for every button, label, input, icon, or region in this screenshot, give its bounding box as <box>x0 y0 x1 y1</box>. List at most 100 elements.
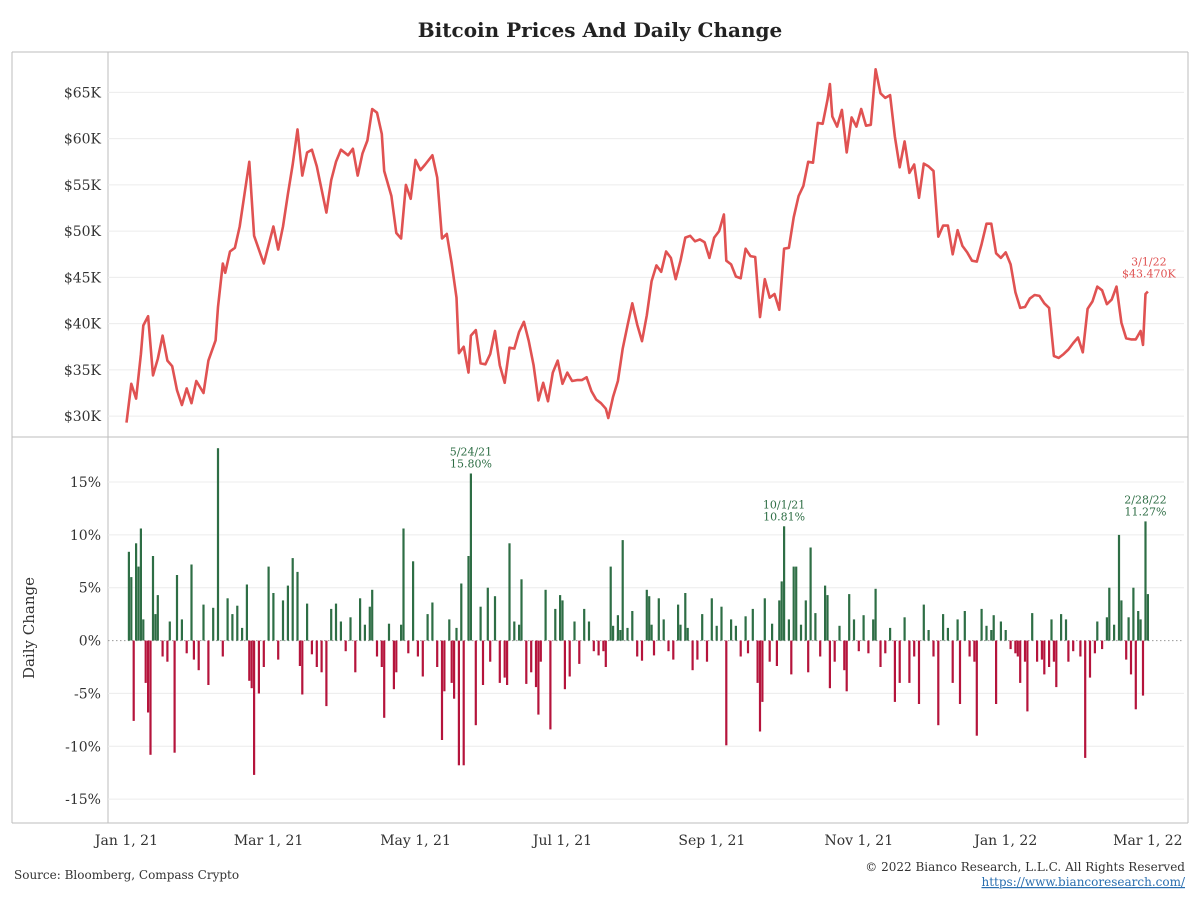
positive-change-bar <box>493 596 497 641</box>
positive-change-bar <box>216 448 220 641</box>
positive-change-bar <box>657 598 660 641</box>
positive-change-bar <box>795 566 798 641</box>
positive-change-bar <box>139 528 142 641</box>
positive-change-bar <box>942 614 945 641</box>
negative-change-bar <box>173 640 176 753</box>
negative-change-bar <box>636 640 639 657</box>
positive-change-bar <box>619 630 622 641</box>
negative-change-bar <box>756 640 759 683</box>
price-y-tick-label: $45K <box>64 270 102 286</box>
price-line <box>125 68 1149 423</box>
positive-change-bar <box>241 627 244 641</box>
change-y-tick-label: -15% <box>65 792 101 808</box>
change-y-tick-label: -10% <box>65 739 101 755</box>
negative-change-bar <box>525 640 528 684</box>
negative-change-bar <box>1014 640 1017 654</box>
positive-change-bar <box>645 589 648 641</box>
positive-change-bar <box>286 585 289 641</box>
price-line-layer <box>125 68 1149 423</box>
positive-change-bar <box>874 588 877 641</box>
positive-change-bar <box>137 566 140 641</box>
positive-change-bar <box>1117 534 1121 641</box>
positive-change-bar <box>175 575 179 641</box>
positive-change-bar <box>554 608 557 641</box>
negative-change-bar <box>392 640 395 690</box>
positive-change-bar <box>650 624 653 641</box>
positive-change-bar <box>359 598 362 641</box>
positive-change-bar <box>992 615 995 641</box>
negative-change-bar <box>166 640 169 662</box>
positive-change-bar <box>684 593 687 641</box>
positive-change-bar <box>573 621 576 641</box>
negative-change-bar <box>192 640 195 660</box>
negative-change-bar <box>1026 640 1029 712</box>
positive-change-bar <box>226 598 229 641</box>
positive-change-bar <box>142 619 145 641</box>
negative-change-bar <box>746 640 750 654</box>
negative-change-bar <box>1079 640 1082 657</box>
negative-change-bar <box>301 640 304 695</box>
positive-change-bar <box>809 547 812 641</box>
x-tick-label: Jan 1, 22 <box>972 833 1037 849</box>
negative-change-bar <box>549 640 552 730</box>
positive-change-bar <box>824 585 827 641</box>
positive-change-bar <box>626 627 629 641</box>
negative-change-bar <box>908 640 911 683</box>
positive-change-bar <box>291 558 294 641</box>
negative-change-bar <box>932 640 935 657</box>
negative-change-bar <box>843 640 846 671</box>
positive-change-bar <box>127 551 130 641</box>
negative-change-bar <box>819 640 822 657</box>
positive-change-bar <box>956 619 959 641</box>
positive-change-bar <box>156 595 159 641</box>
negative-change-bar <box>537 640 540 715</box>
negative-change-bar <box>248 640 251 681</box>
change-annotation-label: 2/28/22 <box>1124 493 1166 506</box>
negative-change-bar <box>530 640 533 673</box>
positive-change-bar <box>990 630 993 641</box>
negative-change-bar <box>592 640 595 652</box>
positive-change-bar <box>334 603 338 641</box>
negative-change-bar <box>1101 640 1104 650</box>
positive-change-bar <box>1031 613 1034 641</box>
positive-change-bar <box>616 615 619 641</box>
negative-change-bar <box>768 640 771 662</box>
negative-change-bar <box>250 640 253 689</box>
change-annotation-label: 15.80% <box>450 458 492 471</box>
positive-change-bar <box>513 621 516 641</box>
negative-change-bar <box>474 640 477 726</box>
positive-change-bar <box>679 624 682 641</box>
positive-change-bar <box>946 627 949 641</box>
positive-change-bar <box>508 543 511 641</box>
positive-change-bar <box>180 619 183 641</box>
negative-change-bar <box>968 640 971 657</box>
positive-change-bar <box>963 611 966 641</box>
positive-change-bar <box>999 621 1002 641</box>
positive-change-bar <box>402 528 405 641</box>
negative-change-bar <box>879 640 882 667</box>
x-tick-label: Jan 1, 21 <box>93 833 158 849</box>
negative-change-bar <box>1036 640 1039 662</box>
positive-change-bar <box>1060 614 1063 641</box>
x-tick-label: Mar 1, 21 <box>234 833 303 849</box>
price-y-tick-label: $30K <box>64 409 102 425</box>
negative-change-bar <box>1016 640 1019 657</box>
positive-change-bar <box>387 623 391 641</box>
negative-change-bar <box>1084 640 1087 758</box>
positive-change-bar <box>852 619 856 641</box>
positive-change-bar <box>135 543 138 641</box>
change-y-tick-label: 5% <box>79 581 101 597</box>
negative-change-bar <box>1125 640 1128 660</box>
positive-change-bar <box>349 617 352 641</box>
negative-change-bar <box>1141 640 1145 696</box>
x-tick-label: Nov 1, 21 <box>824 833 893 849</box>
positive-change-bar <box>212 607 215 641</box>
negative-change-bar <box>344 640 347 652</box>
copyright-note: © 2022 Bianco Research, L.L.C. All Right… <box>865 860 1185 874</box>
positive-change-bar <box>151 556 155 641</box>
positive-change-bar <box>922 604 925 641</box>
negative-change-bar <box>958 640 962 704</box>
website-link[interactable]: https://www.biancoresearch.com/ <box>981 875 1185 889</box>
positive-change-bar <box>780 581 783 641</box>
